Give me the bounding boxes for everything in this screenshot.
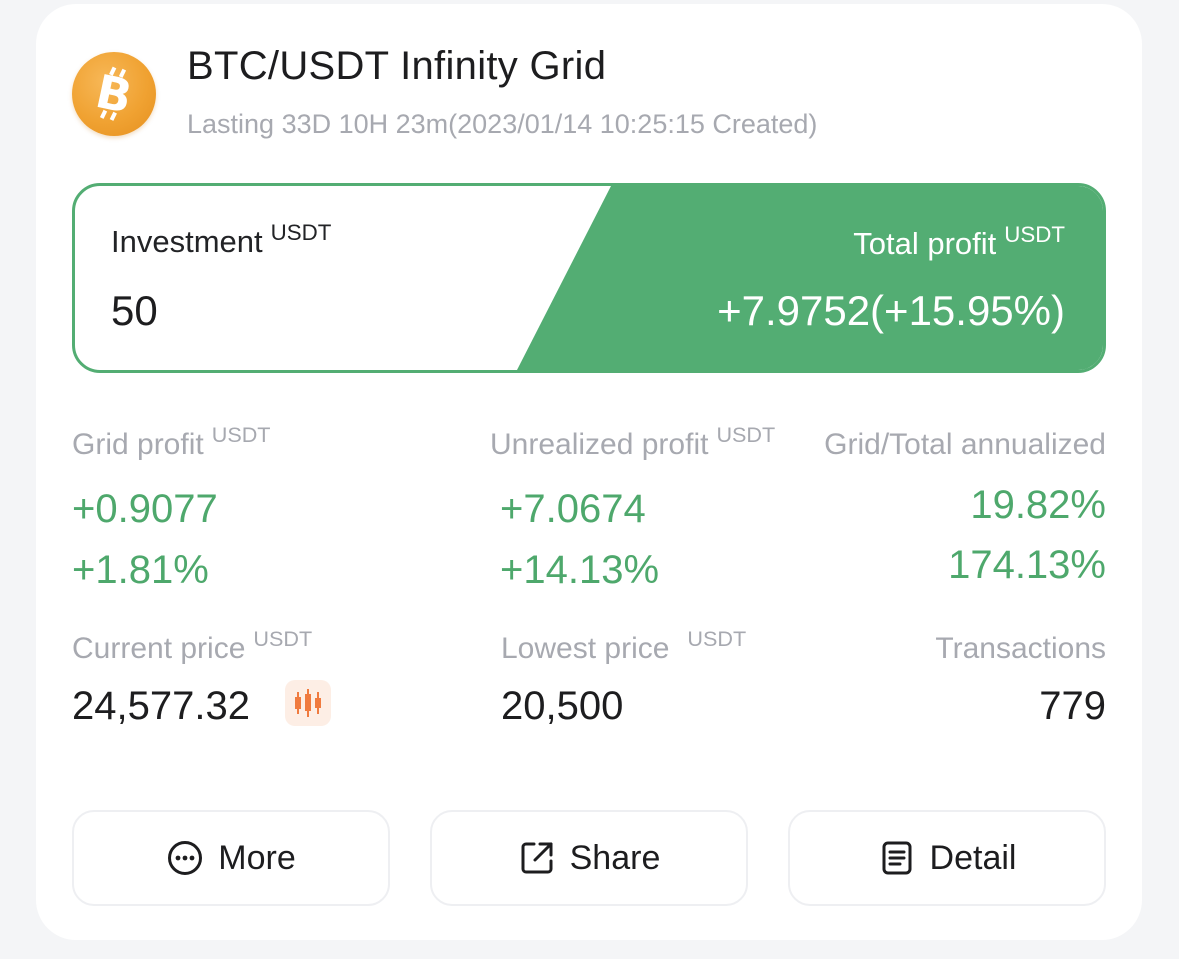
grid-profit-value: +0.9077: [72, 487, 218, 531]
current-price-unit: USDT: [253, 626, 313, 652]
share-icon: [521, 842, 553, 874]
investment-label: Investment USDT: [111, 219, 332, 259]
bot-title: BTC/USDT Infinity Grid: [187, 44, 607, 88]
more-icon: [168, 841, 203, 875]
grid-bot-card: [36, 4, 1142, 940]
current-price-label: Current price USDT: [72, 626, 313, 665]
lowest-price-value: 20,500: [501, 684, 624, 728]
detail-button[interactable]: Detail: [788, 810, 1106, 906]
unrealized-profit-label: Unrealized profit USDT: [490, 422, 776, 461]
investment-unit: USDT: [270, 219, 332, 245]
unrealized-profit-unit: USDT: [716, 422, 776, 448]
grid-annualized-value: 19.82%: [970, 483, 1106, 527]
total-profit-value: +7.9752(+15.95%): [717, 287, 1065, 334]
share-button[interactable]: Share: [430, 810, 748, 906]
annualized-label: Grid/Total annualized: [824, 428, 1106, 461]
total-profit-label: Total profit USDT: [853, 221, 1065, 261]
grid-profit-percent: +1.81%: [72, 548, 209, 592]
total-annualized-value: 174.13%: [948, 543, 1106, 587]
share-button-label: Share: [569, 838, 661, 877]
detail-button-label: Detail: [929, 838, 1017, 877]
grid-profit-unit: USDT: [211, 422, 271, 448]
bot-duration: Lasting 33D 10H 23m(2023/01/14 10:25:15 …: [187, 109, 818, 139]
unrealized-profit-value: +7.0674: [500, 487, 646, 531]
investment-profit-panel: Investment USDT 50 Total profit USDT +7.97…: [72, 183, 1106, 373]
transactions-value: 779: [1039, 684, 1106, 728]
lowest-price-label: Lowest price USDT: [501, 626, 747, 665]
lowest-price-unit: USDT: [687, 626, 747, 652]
total-profit-background: [517, 186, 1103, 370]
investment-value: 50: [111, 287, 158, 334]
bitcoin-icon: B: [72, 52, 156, 136]
more-button-label: More: [218, 838, 296, 877]
candlestick-chart-icon[interactable]: [285, 680, 331, 726]
total-profit-unit: USDT: [1004, 221, 1065, 247]
grid-profit-label: Grid profit USDT: [72, 422, 271, 461]
transactions-label: Transactions: [935, 632, 1106, 665]
document-icon: [882, 841, 912, 875]
current-price-value: 24,577.32: [72, 684, 250, 728]
more-button[interactable]: More: [72, 810, 390, 906]
unrealized-profit-percent: +14.13%: [500, 548, 660, 592]
